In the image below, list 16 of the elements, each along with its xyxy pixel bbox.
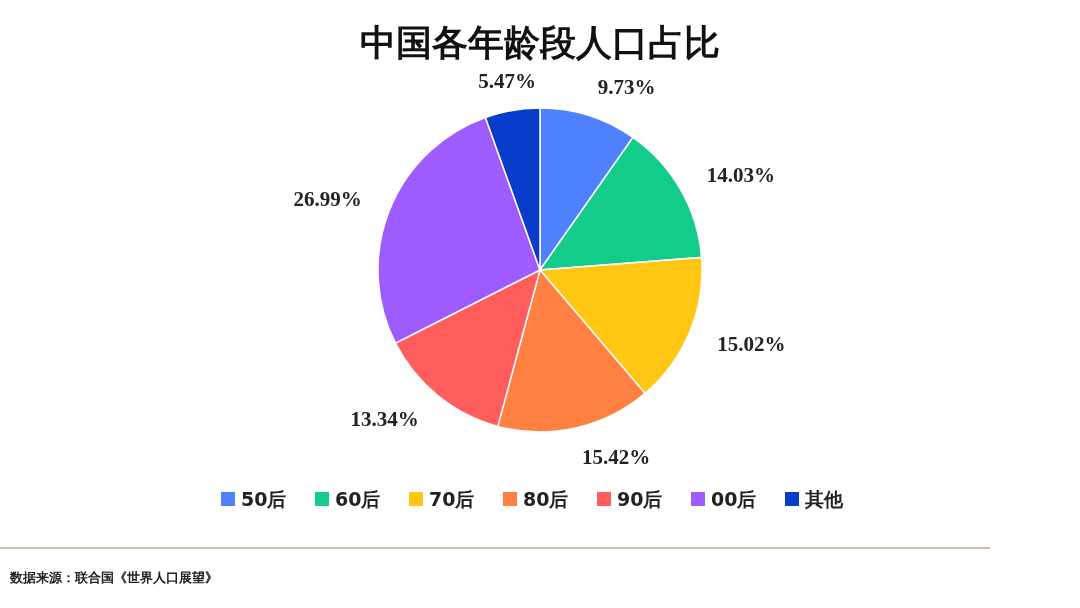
legend-label: 60后 (335, 488, 381, 510)
legend-label: 00后 (711, 488, 757, 510)
data-label: 26.99% (293, 186, 362, 211)
legend-label: 70后 (429, 488, 475, 510)
data-label: 15.02% (717, 331, 786, 356)
legend-label: 90后 (617, 488, 663, 510)
data-label: 9.73% (597, 74, 656, 99)
data-label: 15.42% (582, 445, 651, 470)
data-label: 13.34% (350, 406, 419, 431)
source-note: 数据来源：联合国《世界人口展望》 (9, 570, 218, 585)
data-label: 14.03% (706, 162, 775, 187)
legend-label: 50后 (241, 488, 287, 510)
legend-label: 80后 (523, 488, 569, 510)
data-label: 5.47% (478, 68, 537, 93)
chart-title: 中国各年龄段人口占比 (360, 22, 720, 63)
legend-label: 其他 (804, 488, 844, 510)
